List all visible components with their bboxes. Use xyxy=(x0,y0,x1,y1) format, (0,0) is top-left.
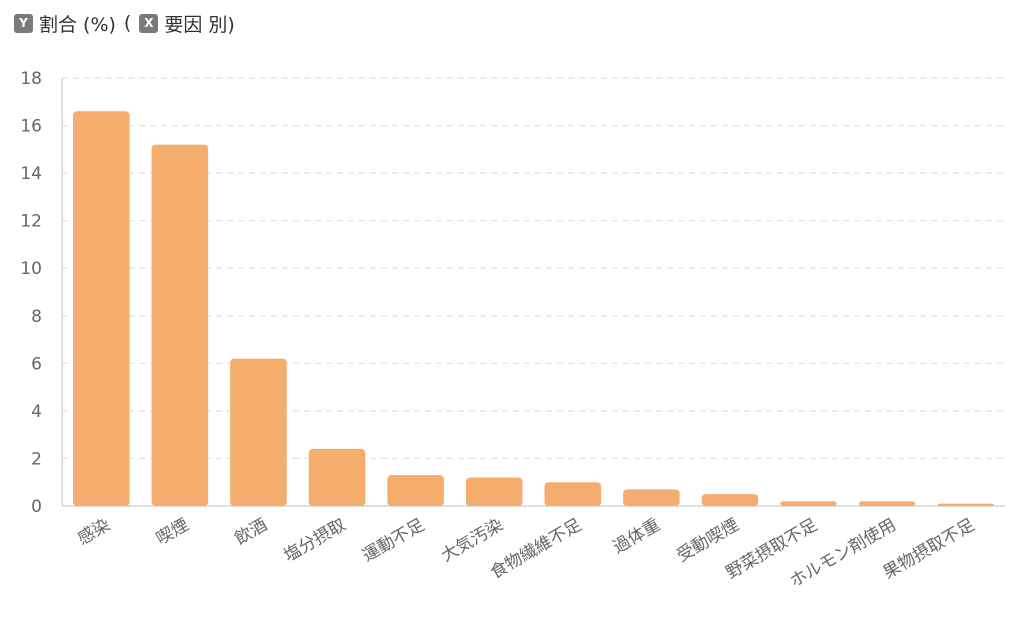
bar[interactable] xyxy=(465,477,523,506)
y-tick-label: 6 xyxy=(31,354,42,374)
bar[interactable] xyxy=(858,501,916,506)
y-tick-label: 4 xyxy=(31,402,42,422)
y-tick-label: 12 xyxy=(20,212,42,232)
x-tick-label: 塩分摂取 xyxy=(281,515,350,566)
bar[interactable] xyxy=(623,489,680,506)
x-tick-label: 飲酒 xyxy=(232,515,271,549)
bar[interactable] xyxy=(937,503,994,506)
bar[interactable] xyxy=(308,448,366,506)
y-tick-label: 10 xyxy=(20,259,42,279)
y-tick-label: 2 xyxy=(31,449,42,469)
bar[interactable] xyxy=(544,482,602,506)
x-tick-label: 喫煙 xyxy=(153,515,192,549)
x-tick-label: 受動喫煙 xyxy=(674,515,743,566)
y-tick-label: 14 xyxy=(20,164,42,184)
y-tick-label: 8 xyxy=(31,307,42,327)
x-axis-title: 要因 別) xyxy=(164,13,235,36)
bars xyxy=(73,111,994,507)
bar[interactable] xyxy=(230,358,287,506)
bar[interactable] xyxy=(151,144,209,507)
x-tick-label: 大気汚染 xyxy=(438,515,507,566)
axis-legend-header: Y 割合 (%) ( X 要因 別) xyxy=(14,9,235,37)
grid-lines xyxy=(62,77,1005,460)
x-tick-label: 運動不足 xyxy=(359,515,428,566)
axes: 0 2 4 6 8 10 12 14 16 18 xyxy=(20,69,1005,517)
bar[interactable] xyxy=(387,475,444,506)
bar[interactable] xyxy=(73,111,130,507)
y-tick-label: 16 xyxy=(20,117,42,137)
y-axis-title: 割合 (%) xyxy=(39,13,116,36)
x-tick-label: 感染 xyxy=(74,515,113,549)
x-tick-label: 過体重 xyxy=(610,515,664,558)
open-paren: ( xyxy=(123,12,132,34)
x-axis-badge: X xyxy=(139,13,159,33)
y-tick-label: 0 xyxy=(31,497,42,517)
bar[interactable] xyxy=(780,501,837,506)
bar[interactable] xyxy=(701,494,759,506)
y-axis-badge: Y xyxy=(14,13,33,33)
y-tick-label: 18 xyxy=(20,69,42,89)
